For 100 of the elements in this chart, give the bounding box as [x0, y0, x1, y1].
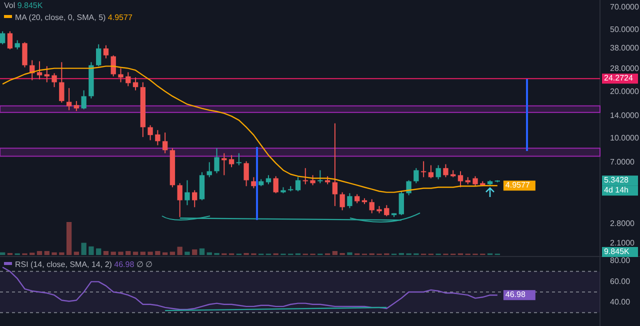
ref-line-label: 24.2724	[604, 74, 634, 83]
bar	[36, 251, 42, 255]
candlestick	[155, 130, 160, 146]
candlestick	[177, 182, 182, 218]
bar	[52, 252, 57, 255]
candlestick	[118, 68, 124, 83]
y-tick-label: 80.00	[610, 256, 631, 266]
candlestick	[428, 164, 434, 179]
y-tick-label: 7.0000	[610, 157, 636, 166]
candlestick	[81, 90, 86, 110]
bar	[66, 222, 72, 255]
candlestick	[22, 42, 28, 68]
candlestick	[162, 132, 168, 154]
bar	[184, 252, 190, 255]
candlestick	[0, 30, 6, 45]
data-label: 4.9577	[505, 180, 530, 190]
y-tick-label: 14.0000	[610, 110, 640, 120]
candlestick	[132, 76, 138, 91]
bar	[44, 251, 50, 255]
legend-label: MA (20, close, 0, SMA, 5)	[15, 13, 108, 22]
bar	[140, 252, 146, 255]
candlestick	[110, 54, 116, 77]
candlestick	[310, 174, 316, 186]
y-tick-label: 20.0000	[610, 86, 640, 96]
candlestick	[244, 160, 249, 187]
candlestick	[443, 164, 448, 178]
bar	[74, 252, 80, 255]
candlestick	[52, 72, 57, 88]
y-tick-label: 60.00	[610, 276, 631, 286]
candlestick	[302, 168, 308, 185]
candlestick	[148, 124, 153, 141]
candlestick	[206, 162, 212, 178]
bar	[148, 252, 153, 255]
y-tick-label: 50.0000	[610, 25, 640, 34]
y-tick-label: 70.0000	[610, 2, 640, 12]
y-tick-label: 38.0000	[610, 44, 640, 53]
bar	[177, 246, 182, 255]
candlestick	[44, 66, 50, 83]
candlestick	[340, 192, 345, 211]
candlestick	[14, 40, 20, 50]
bar	[347, 252, 352, 255]
y-tick-label: 10.0000	[610, 133, 640, 142]
text: 4.9577	[108, 13, 132, 22]
candlestick	[214, 148, 220, 174]
candlestick	[398, 190, 404, 216]
candlestick	[192, 190, 198, 208]
candlestick	[288, 186, 294, 192]
candlestick	[472, 176, 478, 187]
bar	[118, 252, 124, 255]
data-label: 46.98	[505, 290, 526, 300]
bar	[88, 246, 94, 255]
legend-label: RSI (14, close, SMA, 14, 2)	[15, 260, 114, 269]
candlestick	[420, 160, 426, 178]
candlestick	[273, 176, 278, 194]
candlestick	[347, 192, 352, 209]
annotation: ∅ ∅	[136, 260, 153, 269]
text: 46.98	[114, 260, 134, 269]
candlestick	[126, 72, 131, 87]
y-tick-label: 2.8000	[610, 219, 636, 228]
bar	[126, 251, 131, 255]
chart-title: Vol	[4, 1, 18, 10]
bar	[162, 252, 168, 255]
bar	[110, 252, 116, 255]
candlestick	[222, 152, 227, 176]
candlestick	[406, 180, 412, 196]
bar	[206, 252, 212, 255]
text: 9.845K	[17, 1, 43, 10]
bar	[332, 251, 338, 255]
y-tick-label: 40.00	[610, 297, 631, 306]
text: 5.3428	[604, 176, 630, 185]
bar	[199, 248, 205, 255]
candlestick	[236, 152, 242, 166]
candlestick	[59, 62, 64, 104]
candlestick	[74, 100, 80, 112]
candlestick	[414, 168, 419, 184]
bar	[81, 242, 86, 255]
candlestick	[369, 198, 374, 214]
y-tick-label: 2.1000	[610, 238, 636, 248]
candlestick	[332, 122, 338, 207]
candlestick	[318, 170, 323, 184]
candlestick	[295, 176, 301, 192]
candlestick	[228, 154, 234, 168]
candlestick	[96, 44, 102, 67]
bar	[96, 248, 102, 255]
candlestick	[103, 44, 109, 59]
bar	[132, 252, 138, 255]
candlestick	[266, 174, 272, 185]
candlestick	[384, 204, 390, 217]
candlestick	[436, 164, 441, 180]
bar	[155, 251, 160, 255]
bar	[192, 249, 198, 255]
candlestick	[36, 60, 42, 80]
candlestick	[458, 170, 464, 188]
bar	[0, 252, 6, 255]
candlestick	[7, 30, 13, 50]
candlestick	[66, 88, 72, 111]
text: 9.845K	[604, 247, 630, 256]
bar	[170, 252, 176, 255]
candlestick	[184, 180, 190, 206]
y-tick-label: 28.0000	[610, 64, 640, 74]
